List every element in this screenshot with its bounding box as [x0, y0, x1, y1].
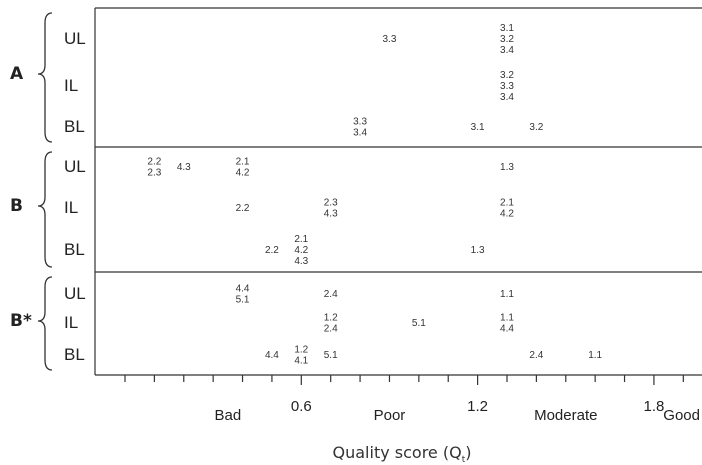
row-label: UL [64, 29, 86, 48]
data-point-label: 2.1 [294, 234, 308, 245]
data-point-label: 3.2 [500, 70, 514, 81]
data-point-label: 3.1 [500, 23, 514, 34]
data-point-label: 4.4 [236, 284, 250, 295]
data-point-label: 4.2 [500, 209, 514, 220]
data-point-label: 1.1 [588, 350, 602, 361]
row-label: BL [64, 240, 85, 259]
data-point-label: 3.4 [500, 92, 514, 103]
data-point-label: 3.3 [353, 117, 367, 128]
data-point-label: 2.3 [147, 168, 161, 179]
data-point-label: 1.2 [324, 313, 338, 324]
data-point-label: 1.1 [500, 289, 514, 300]
data-points: 3.33.13.23.43.23.33.43.13.33.43.13.22.22… [147, 23, 602, 367]
data-point-label: 3.4 [500, 45, 514, 56]
data-point-label: 5.1 [236, 295, 250, 306]
data-point-label: 3.2 [529, 122, 543, 133]
tick-label: 1.8 [643, 398, 664, 415]
data-point-label: 4.4 [500, 324, 514, 335]
row-label: IL [64, 76, 78, 95]
data-point-label: 2.4 [529, 350, 543, 361]
data-point-label: 2.1 [500, 198, 514, 209]
row-label: UL [64, 157, 86, 176]
row-label: IL [64, 198, 78, 217]
row-label: IL [64, 313, 78, 332]
row-label: UL [64, 284, 86, 303]
group-label: B [10, 196, 23, 216]
data-point-label: 4.3 [177, 162, 191, 173]
data-point-label: 4.4 [265, 350, 279, 361]
data-point-label: 3.3 [383, 34, 397, 45]
group-label: A [10, 64, 24, 84]
group-label: B* [10, 311, 32, 331]
data-point-label: 5.1 [324, 350, 338, 361]
row-label: BL [64, 117, 85, 136]
data-point-label: 4.3 [324, 209, 338, 220]
data-point-label: 2.3 [324, 198, 338, 209]
data-point-label: 3.3 [500, 81, 514, 92]
data-point-label: 4.1 [294, 356, 308, 367]
group-brace [37, 276, 53, 371]
category-label: Moderate [534, 407, 597, 424]
data-point-label: 3.1 [471, 122, 485, 133]
data-point-label: 4.3 [294, 256, 308, 267]
tick-label: 0.6 [291, 398, 312, 415]
x-axis: 0.6 1.2 1.8 Bad Poor Moderate Good [124, 375, 700, 424]
group-labels: A UL IL BL B UL IL BL B* UL IL BL [10, 12, 86, 371]
category-label: Good [663, 407, 700, 424]
row-label: BL [64, 345, 85, 364]
data-point-label: 2.2 [265, 245, 279, 256]
data-point-label: 2.4 [324, 324, 338, 335]
group-brace [37, 151, 53, 268]
data-point-label: 3.2 [500, 34, 514, 45]
data-point-label: 2.4 [324, 289, 338, 300]
data-point-label: 4.2 [294, 245, 308, 256]
data-point-label: 2.2 [147, 157, 161, 168]
category-label: Bad [214, 407, 241, 424]
group-brace [37, 12, 53, 143]
data-point-label: 5.1 [412, 318, 426, 329]
data-point-label: 3.4 [353, 128, 367, 139]
tick-label: 1.2 [467, 398, 488, 415]
x-axis-label: Quality score (Qt) [333, 443, 472, 465]
data-point-label: 1.1 [500, 313, 514, 324]
data-point-label: 1.2 [294, 345, 308, 356]
category-label: Poor [374, 407, 406, 424]
data-point-label: 1.3 [500, 162, 514, 173]
plot-frame [94, 7, 702, 376]
data-point-label: 2.1 [236, 157, 250, 168]
data-point-label: 2.2 [236, 203, 250, 214]
data-point-label: 4.2 [236, 168, 250, 179]
data-point-label: 1.3 [471, 245, 485, 256]
